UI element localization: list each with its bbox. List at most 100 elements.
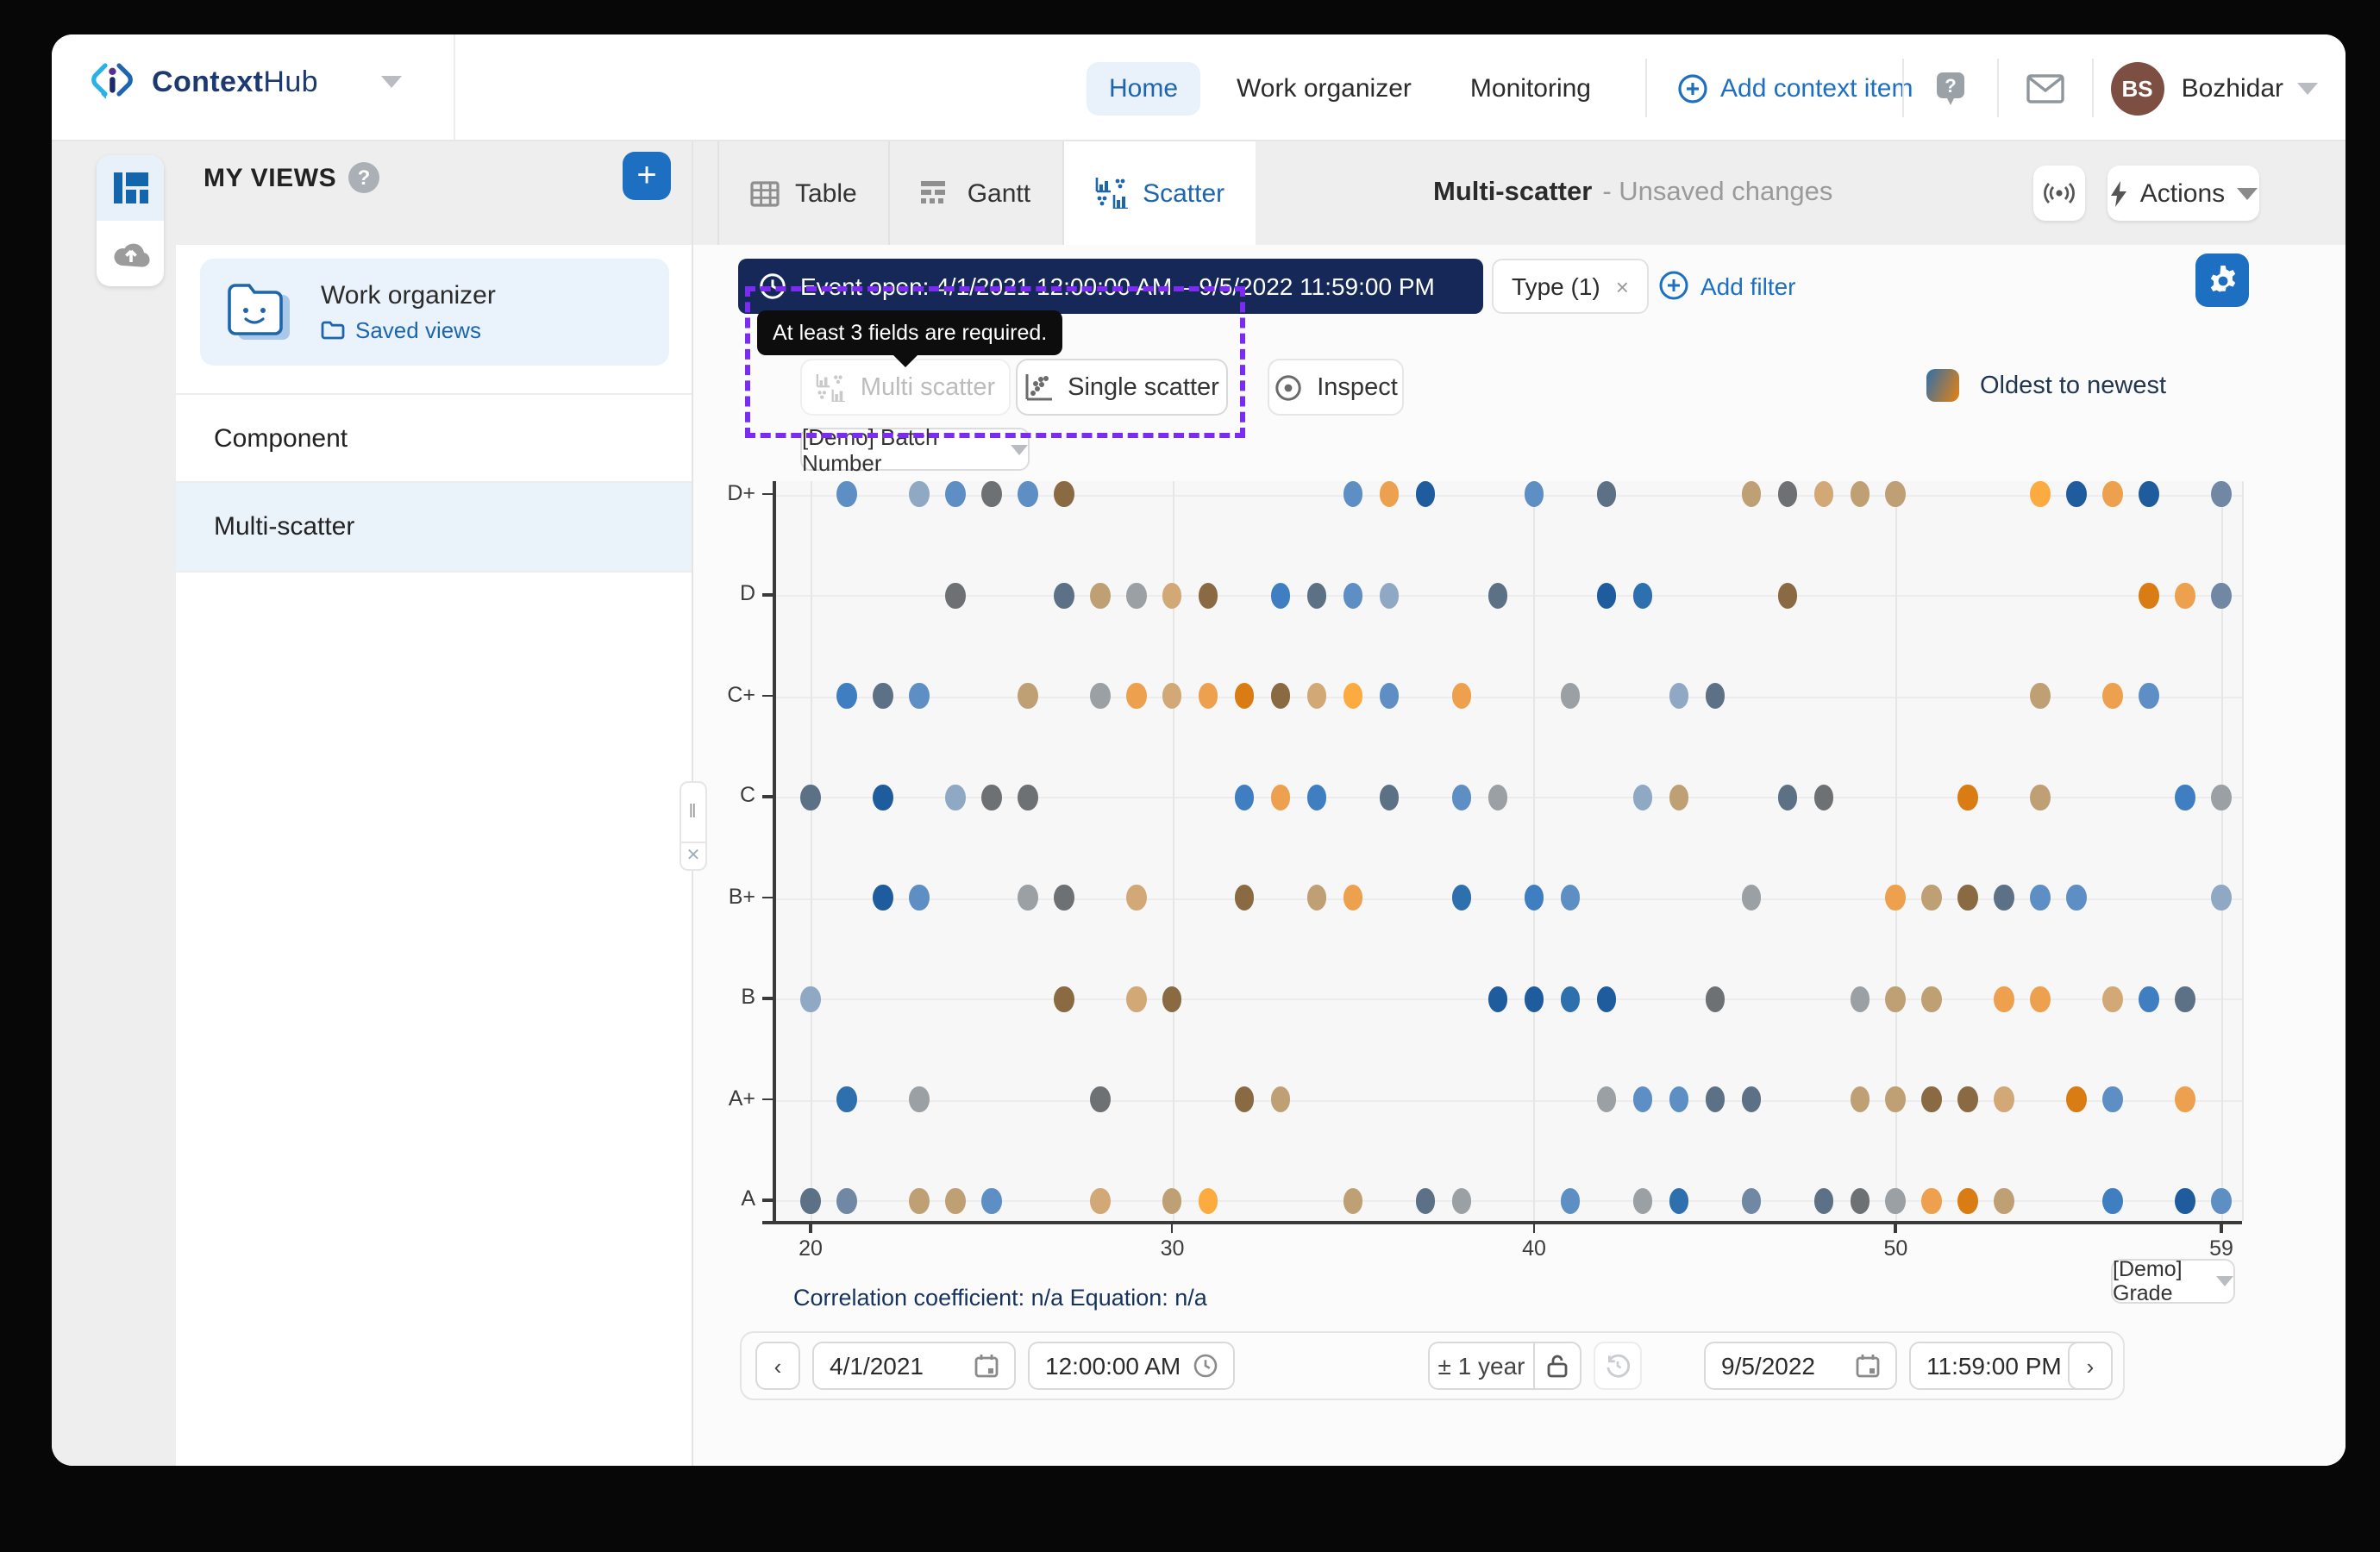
scatter-point[interactable] [1669,1187,1689,1213]
scatter-point[interactable] [2030,784,2051,810]
scatter-point[interactable] [2211,885,2232,911]
sidebar-help-icon[interactable]: ? [348,162,379,193]
scatter-point[interactable] [1669,1086,1689,1112]
event-filter-pill[interactable]: Event open: 4/1/2021 12:00:00 AM – 9/5/2… [738,259,1483,314]
scatter-point[interactable] [1524,986,1544,1011]
scatter-point[interactable] [1741,1086,1762,1112]
scatter-point[interactable] [1957,885,1978,911]
scatter-point[interactable] [1126,986,1147,1011]
scatter-point[interactable] [1090,683,1111,709]
scatter-point[interactable] [2139,582,2159,608]
scatter-point[interactable] [1270,1086,1291,1112]
scatter-point[interactable] [1741,885,1762,911]
collapse-panel-button[interactable]: ✕ [680,843,707,871]
scatter-point[interactable] [1994,986,2014,1011]
scatter-point[interactable] [1777,582,1798,608]
scatter-point[interactable] [1921,885,1942,911]
inspect-button[interactable]: Inspect [1268,359,1404,416]
scatter-point[interactable] [2139,683,2159,709]
scatter-point[interactable] [800,784,821,810]
scatter-point[interactable] [1885,885,1906,911]
help-button[interactable]: ? [1921,59,1980,117]
scatter-point[interactable] [981,481,1002,507]
scatter-point[interactable] [909,1086,930,1112]
scatter-point[interactable] [1343,683,1363,709]
scatter-point[interactable] [1018,683,1038,709]
scatter-point[interactable] [2211,582,2232,608]
brand-logo[interactable]: ContextHub [90,59,403,105]
scatter-point[interactable] [1669,683,1689,709]
scatter-point[interactable] [2175,1086,2195,1112]
scatter-point[interactable] [909,1187,930,1213]
tab-scatter[interactable]: Scatter [1063,141,1256,245]
scatter-point[interactable] [1270,784,1291,810]
user-menu-caret-icon[interactable] [2297,82,2318,94]
scatter-point[interactable] [1885,481,1906,507]
scatter-point[interactable] [800,1187,821,1213]
nav-item-work-organizer[interactable]: Work organizer [1237,73,1412,103]
scatter-point[interactable] [1632,1086,1653,1112]
scatter-point[interactable] [1090,582,1111,608]
scatter-point[interactable] [1234,784,1255,810]
scatter-point[interactable] [1126,582,1147,608]
scatter-point[interactable] [1415,1187,1436,1213]
scatter-point[interactable] [1813,481,1834,507]
scatter-point[interactable] [1994,1187,2014,1213]
scatter-point[interactable] [1090,1086,1111,1112]
broadcast-button[interactable] [2033,166,2085,221]
scatter-point[interactable] [1162,683,1182,709]
scatter-point[interactable] [2102,1187,2123,1213]
scatter-point[interactable] [1560,885,1581,911]
scatter-point[interactable] [1994,1086,2014,1112]
tab-table[interactable]: Table [717,141,890,245]
scatter-point[interactable] [1524,481,1544,507]
nav-item-monitoring[interactable]: Monitoring [1469,73,1591,103]
scatter-point[interactable] [945,481,966,507]
scatter-point[interactable] [1306,683,1327,709]
saved-views-link[interactable]: Saved views [321,317,496,343]
scatter-point[interactable] [1018,481,1038,507]
scatter-point[interactable] [2066,1086,2087,1112]
scatter-point[interactable] [836,481,857,507]
chart-settings-button[interactable] [2195,253,2249,307]
multi-scatter-button[interactable]: Multi scatter [800,359,1011,416]
scatter-point[interactable] [1560,683,1581,709]
scatter-point[interactable] [1054,885,1074,911]
shift-range-forward-button[interactable]: › [2068,1342,2113,1390]
range-span-button[interactable]: ± 1 year [1428,1342,1535,1390]
scatter-point[interactable] [2211,1187,2232,1213]
brand-caret-icon[interactable] [381,76,403,88]
scatter-point[interactable] [1632,1187,1653,1213]
scatter-point[interactable] [873,784,893,810]
scatter-point[interactable] [2102,986,2123,1011]
scatter-point[interactable] [1379,481,1400,507]
scatter-point[interactable] [1813,1187,1834,1213]
scatter-point[interactable] [2102,1086,2123,1112]
scatter-point[interactable] [1957,1187,1978,1213]
scatter-point[interactable] [1306,885,1327,911]
scatter-point[interactable] [1234,683,1255,709]
scatter-point[interactable] [1885,986,1906,1011]
scatter-point[interactable] [1669,784,1689,810]
scatter-point[interactable] [1813,784,1834,810]
sidebar-item-component[interactable]: Component [176,393,692,483]
actions-button[interactable]: Actions [2108,166,2259,221]
scatter-point[interactable] [2066,481,2087,507]
scatter-point[interactable] [1560,986,1581,1011]
start-date-field[interactable]: 4/1/2021 [812,1342,1016,1390]
scatter-point[interactable] [1198,1187,1218,1213]
scatter-point[interactable] [1343,1187,1363,1213]
scatter-point[interactable] [1488,986,1508,1011]
scatter-point[interactable] [1126,683,1147,709]
scatter-point[interactable] [1560,1187,1581,1213]
scatter-point[interactable] [1415,481,1436,507]
lock-range-button[interactable] [1533,1342,1581,1390]
scatter-point[interactable] [1270,582,1291,608]
scatter-point[interactable] [1234,1086,1255,1112]
scatter-point[interactable] [1850,1086,1870,1112]
add-filter-button[interactable]: Add filter [1659,271,1796,300]
scatter-point[interactable] [2175,784,2195,810]
scatter-point[interactable] [1343,481,1363,507]
scatter-point[interactable] [1343,582,1363,608]
type-filter-pill[interactable]: Type (1) × [1492,259,1649,314]
